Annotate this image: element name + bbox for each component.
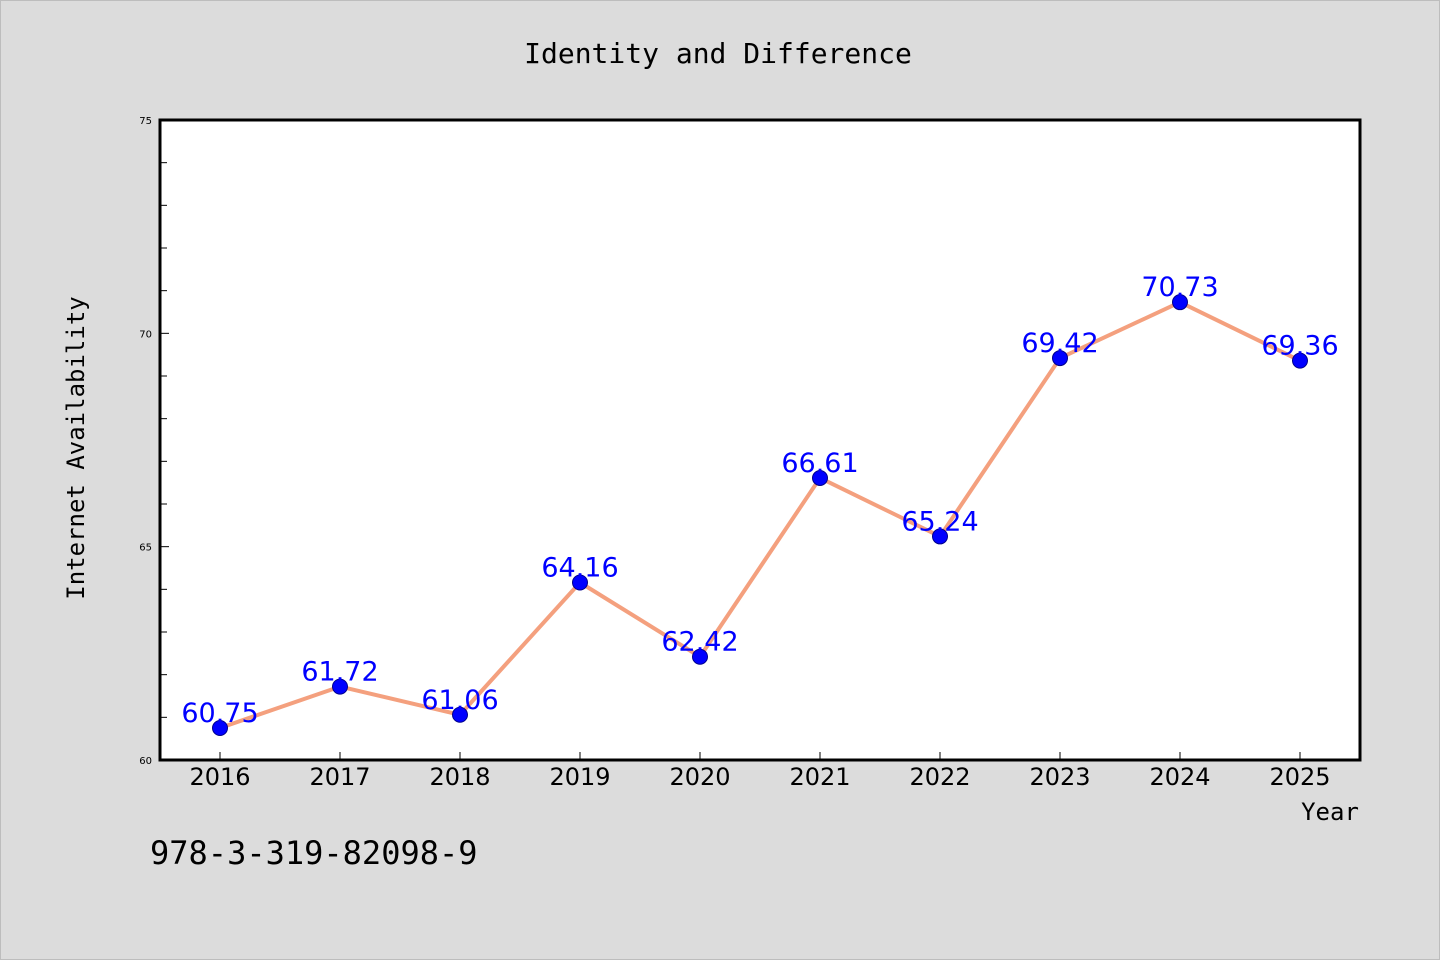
series bbox=[212, 294, 1308, 736]
x-axis-label: Year bbox=[1301, 798, 1359, 826]
y-tick-label: 65 bbox=[139, 543, 152, 554]
data-label: 69.42 bbox=[1021, 328, 1098, 359]
x-tick-label: 2019 bbox=[549, 763, 610, 791]
data-label: 64.16 bbox=[541, 553, 618, 584]
chart-title: Identity and Difference bbox=[524, 37, 912, 70]
data-point bbox=[332, 678, 348, 695]
isbn-annotation: 978-3-319-82098-9 bbox=[150, 834, 478, 872]
data-point bbox=[812, 469, 828, 486]
y-axis: 60 65 70 75 bbox=[139, 116, 169, 767]
x-tick-label: 2023 bbox=[1029, 763, 1090, 791]
x-axis: 2016 2017 2018 2019 2020 2021 2022 2023 2024 2025 bbox=[189, 752, 1331, 791]
x-tick-label: 2020 bbox=[669, 763, 730, 791]
data-point bbox=[212, 720, 228, 736]
y-tick-label: 70 bbox=[139, 329, 152, 340]
plot-area bbox=[158, 118, 1362, 762]
data-label: 61.06 bbox=[421, 685, 498, 716]
data-labels: 60.75 61.72 61.06 64.16 62.42 66.61 65.24 69.42… bbox=[181, 272, 1338, 729]
data-point bbox=[1172, 294, 1188, 311]
x-tick-label: 2017 bbox=[309, 763, 370, 791]
data-label: 69.36 bbox=[1261, 331, 1338, 362]
data-point bbox=[1292, 352, 1308, 369]
y-tick-label: 60 bbox=[139, 756, 152, 767]
data-point bbox=[452, 706, 468, 723]
data-label: 70.73 bbox=[1141, 272, 1218, 303]
y-axis-label: Internet Availability bbox=[62, 296, 90, 599]
data-point bbox=[692, 648, 708, 665]
y-tick-label: 75 bbox=[139, 116, 152, 127]
data-label: 60.75 bbox=[181, 698, 258, 729]
x-tick-label: 2018 bbox=[429, 763, 490, 791]
x-tick-label: 2021 bbox=[789, 763, 850, 791]
data-point bbox=[932, 528, 948, 545]
data-label: 65.24 bbox=[901, 506, 978, 537]
data-label: 61.72 bbox=[301, 657, 378, 688]
x-tick-label: 2025 bbox=[1269, 763, 1330, 791]
x-tick-label: 2022 bbox=[909, 763, 970, 791]
x-tick-label: 2024 bbox=[1149, 763, 1210, 791]
data-point bbox=[1052, 350, 1068, 367]
series-line bbox=[218, 300, 1302, 730]
data-point bbox=[572, 574, 588, 591]
data-label: 62.42 bbox=[661, 627, 738, 658]
data-label: 66.61 bbox=[781, 448, 858, 479]
x-tick-label: 2016 bbox=[189, 763, 250, 791]
